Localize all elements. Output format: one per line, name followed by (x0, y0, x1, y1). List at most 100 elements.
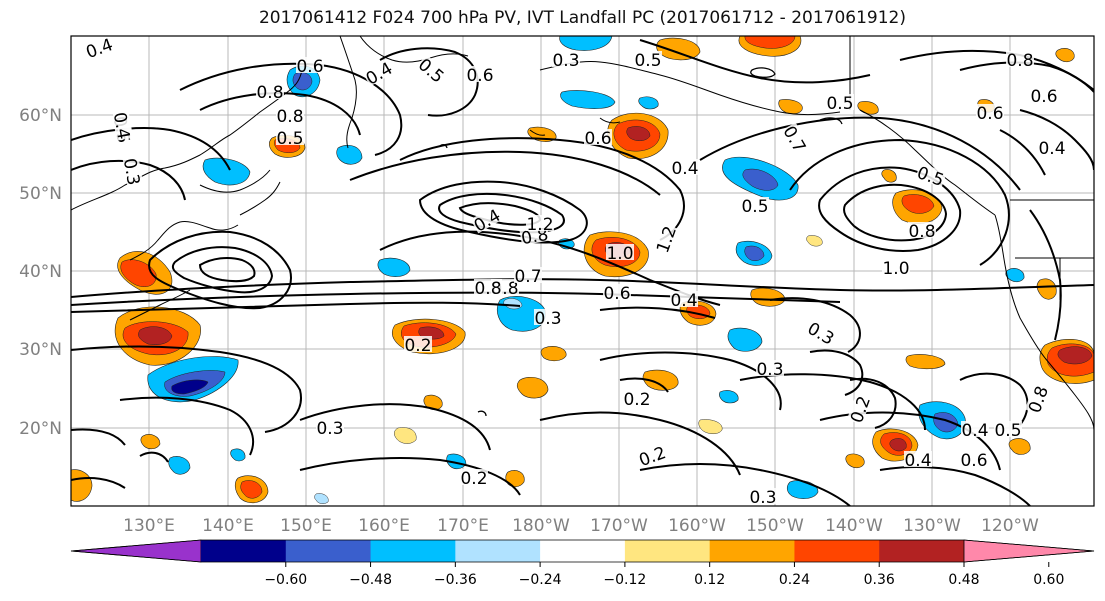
longitude-label: 140°E (202, 516, 254, 536)
latitude-label: 60°N (19, 106, 62, 126)
cool-anomaly-blob (727, 327, 763, 352)
colorbar-extend-min (70, 539, 202, 563)
warm-anomaly-blob (750, 287, 786, 307)
plot-border (70, 35, 1095, 507)
coastlines (71, 36, 1094, 431)
contour-label: 0.2 (623, 390, 651, 410)
colorbar-tick-label: 0.60 (1033, 572, 1064, 588)
contour-label: 0.8 (256, 83, 284, 103)
latitude-label: 50°N (19, 184, 62, 204)
thin-contours (439, 67, 843, 417)
svg-text:1.0: 1.0 (606, 244, 633, 264)
contour-label: 0.4 (109, 110, 134, 141)
colorbar-extend-max (963, 539, 1095, 563)
colorbar-tick-label: −0.48 (349, 572, 392, 588)
svg-text:0.6: 0.6 (466, 66, 493, 86)
warm-anomaly-blob (881, 169, 897, 183)
cool-anomaly-blob (202, 157, 251, 186)
weak-warm-blob (806, 235, 823, 247)
contour-label: 0.3 (756, 360, 784, 380)
contour-label: 0.5 (276, 129, 304, 149)
contour-label: 0.3 (316, 419, 344, 439)
cool-anomaly-blob (168, 456, 191, 475)
warm-anomaly-blob (656, 37, 701, 61)
colorbar-segment (540, 540, 626, 562)
cool-anomaly-blob (559, 36, 613, 51)
svg-text:0.4: 0.4 (109, 111, 133, 141)
contour-label: 0.3 (749, 488, 777, 506)
latitude-labels: 60°N 50°N 40°N 30°N 20°N (19, 106, 62, 439)
extreme-warm-core (626, 126, 651, 141)
warm-anomaly-blob (905, 354, 946, 370)
svg-text:0.5: 0.5 (634, 51, 661, 71)
strong-cool-core (742, 168, 779, 191)
colorbar-tick-label: 0.36 (864, 572, 895, 588)
extreme-cool-core (171, 379, 209, 395)
cool-anomaly-blob (560, 90, 616, 109)
contour-label: 0.2 (460, 469, 488, 489)
pv-contours (71, 39, 1094, 506)
contour-label: 0.6 (1030, 87, 1058, 107)
svg-text:0.6: 0.6 (1030, 87, 1057, 107)
longitude-label: 180°W (512, 516, 570, 536)
warm-anomaly-blob (1008, 438, 1031, 455)
latitude-label: 20°N (19, 419, 62, 439)
strong-warm-core (120, 259, 157, 287)
longitude-label: 150°E (280, 516, 332, 536)
contour-label: 0.5 (634, 51, 662, 71)
colorbar-segment (201, 540, 287, 562)
colorbar-segment (370, 540, 456, 562)
contour-label: 1.2 (526, 215, 554, 235)
warm-anomaly-blob (540, 346, 567, 362)
strong-cool-core (933, 412, 959, 433)
svg-text:0.4: 0.4 (670, 291, 697, 311)
extreme-warm-core (1057, 346, 1093, 365)
contour-label: 0.5 (994, 421, 1022, 441)
svg-text:0.4: 0.4 (1038, 139, 1065, 159)
colorbar: −0.60 −0.48 −0.36 −0.24 −0.12 0.12 0.24 0.36 0.4… (70, 539, 1095, 588)
colorbar-tick-label: 0.24 (779, 572, 810, 588)
weak-warm-blob (698, 419, 723, 434)
cool-anomaly-blob (1005, 268, 1025, 283)
contour-labels: 0.40.50.80.60.80.40.50.30.40.50.30.50.60… (83, 36, 1066, 506)
colorbar-tick-label: −0.36 (434, 572, 477, 588)
warm-anomaly-blob (516, 377, 549, 399)
cool-anomaly-blob (230, 448, 246, 462)
contour-label: 0.4 (671, 159, 699, 179)
colorbar-segment (624, 540, 711, 562)
svg-text:0.5: 0.5 (826, 94, 853, 114)
longitude-label: 130°E (123, 516, 175, 536)
contour-label: 0.5 (826, 94, 854, 114)
contour-label: 1.0 (606, 244, 634, 264)
colorbar-segment (879, 540, 965, 562)
svg-text:0.5: 0.5 (276, 129, 303, 149)
strong-warm-core (744, 36, 796, 49)
svg-text:0.6: 0.6 (584, 129, 611, 149)
svg-text:0.3: 0.3 (119, 157, 143, 187)
svg-text:0.6: 0.6 (960, 451, 987, 471)
longitude-label: 150°W (746, 516, 804, 536)
colorbar-tick-label: −0.12 (603, 572, 646, 588)
contour-label: 0.6 (584, 129, 612, 149)
strong-cool-core (744, 245, 765, 261)
longitude-label: 160°W (668, 516, 726, 536)
longitude-label: 170°E (437, 516, 489, 536)
longitude-label: 160°E (358, 516, 410, 536)
svg-text:0.4: 0.4 (671, 159, 698, 179)
extreme-warm-core (889, 438, 907, 452)
svg-text:0.3: 0.3 (552, 51, 579, 71)
contour-label: 0.8 (1006, 51, 1034, 71)
contour-label: 0.4 (961, 421, 989, 441)
colorbar-tick-label: 0.12 (694, 572, 725, 588)
svg-text:1.2: 1.2 (526, 215, 553, 235)
svg-text:0.5: 0.5 (741, 197, 768, 217)
longitude-labels: 130°E 140°E 150°E 160°E 170°E 180°W 170°W 160°W… (123, 516, 1039, 536)
svg-text:0.3: 0.3 (756, 360, 783, 380)
contour-label: 0.6 (466, 66, 494, 86)
svg-text:0.8: 0.8 (908, 222, 935, 242)
warm-anomaly-blob (140, 434, 161, 450)
contour-label: 1.0 (882, 259, 910, 279)
weak-cool-blob (314, 493, 329, 504)
longitude-label: 170°W (590, 516, 648, 536)
